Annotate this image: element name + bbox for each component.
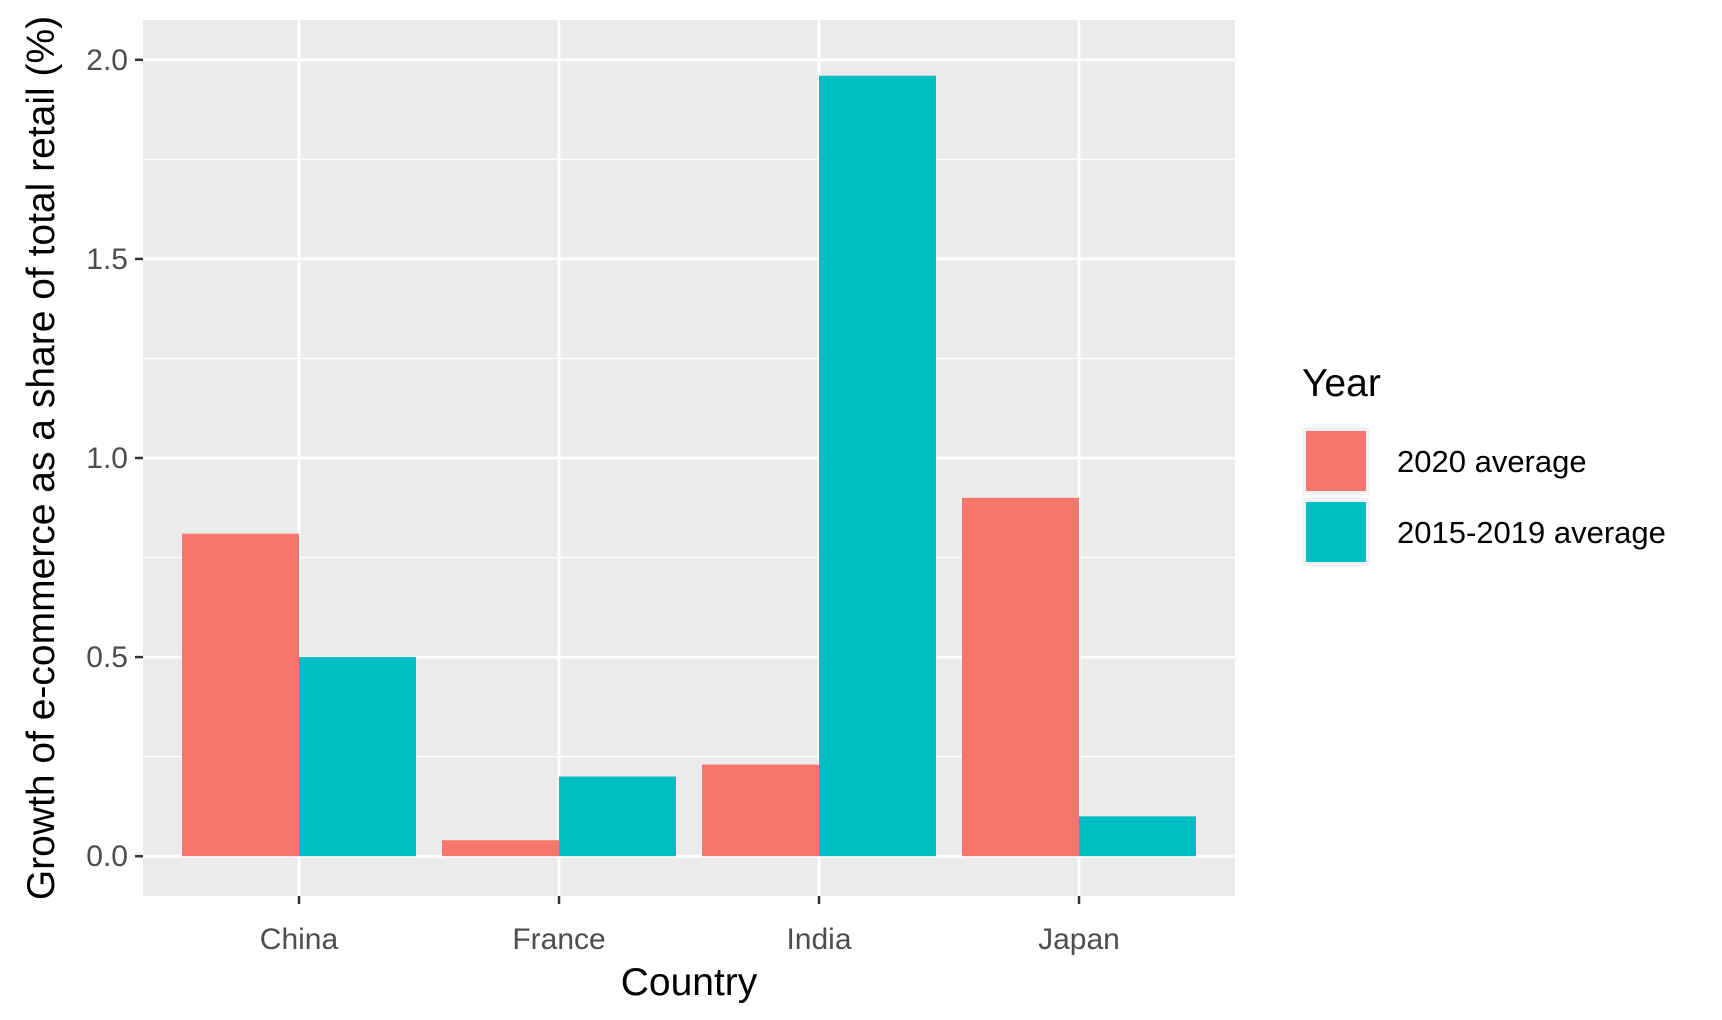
legend-key-swatch	[1306, 502, 1366, 562]
y-axis: 0.0 0.5 1.0 1.5 2.0	[86, 44, 143, 873]
y-axis-title: Growth of e-commerce as a share of total…	[20, 16, 63, 900]
x-tick-label: France	[512, 923, 605, 956]
y-tick-label: 0.0	[86, 840, 128, 873]
bar-japan-series-2	[1079, 816, 1196, 857]
legend-label: 2015-2019 average	[1397, 515, 1666, 550]
bar-france-series-2	[559, 776, 676, 857]
bar-france-series-1	[442, 840, 559, 857]
x-axis-title: Country	[621, 961, 758, 1004]
legend-label: 2020 average	[1397, 444, 1587, 479]
bar-japan-series-1	[962, 497, 1079, 857]
legend-key-swatch	[1306, 431, 1366, 491]
x-tick-label: China	[260, 923, 339, 956]
bar-china-series-1	[182, 533, 299, 857]
y-tick-label: 1.0	[86, 442, 128, 475]
y-tick-label: 0.5	[86, 641, 128, 674]
legend-title: Year	[1302, 362, 1381, 405]
x-axis: China France India Japan	[260, 896, 1120, 956]
bars	[182, 75, 1196, 857]
x-tick-label: India	[786, 923, 851, 956]
bar-china-series-2	[299, 657, 416, 857]
bar-india-series-2	[819, 75, 936, 857]
y-tick-label: 2.0	[86, 44, 128, 77]
bar-india-series-1	[702, 764, 819, 857]
y-tick-label: 1.5	[86, 243, 128, 276]
legend: Year 2020 average 2015-2019 average	[1302, 362, 1666, 566]
x-tick-label: Japan	[1038, 923, 1120, 956]
